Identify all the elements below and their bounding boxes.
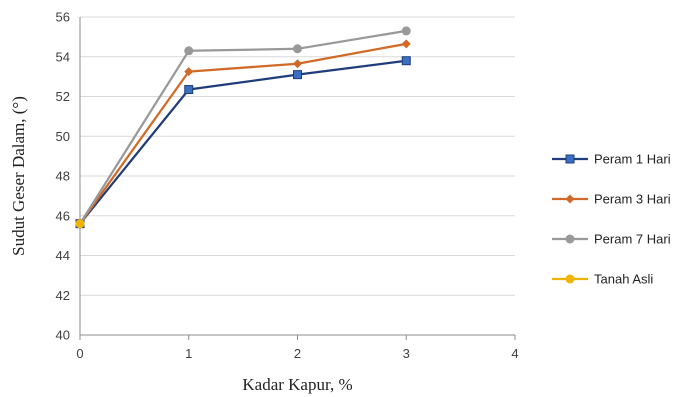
x-tick-label: 4: [511, 346, 518, 361]
x-tick-label: 1: [185, 346, 192, 361]
series-0: [75, 56, 411, 229]
series-line: [79, 29, 407, 225]
legend-label: Peram 7 Hari: [594, 232, 671, 247]
data-point: [401, 26, 411, 36]
axes: [79, 17, 516, 340]
data-point: [293, 59, 302, 69]
series-group: [75, 26, 411, 229]
legend-label: Peram 3 Hari: [594, 192, 671, 207]
y-tick-label: 56: [56, 10, 70, 25]
legend: Peram 1 Hari Peram 3 Hari Peram 7 Hari Tana…: [552, 152, 671, 287]
data-point: [75, 219, 85, 229]
data-point: [184, 46, 194, 56]
data-point: [184, 85, 194, 95]
y-tick-label: 42: [56, 288, 70, 303]
legend-item: Peram 7 Hari: [552, 232, 671, 247]
x-tick-label: 2: [294, 346, 301, 361]
data-point: [401, 56, 411, 66]
legend-marker: [565, 154, 575, 164]
y-tick-label: 54: [56, 49, 70, 64]
x-axis-ticks: 0 1 2 3 4: [76, 346, 518, 361]
data-point: [293, 44, 302, 54]
legend-marker: [565, 234, 575, 244]
y-tick-label: 40: [56, 328, 70, 343]
series-line: [79, 42, 407, 225]
x-axis-title: Kadar Kapur, %: [242, 375, 352, 394]
legend-label: Tanah Asli: [594, 272, 653, 287]
data-point: [401, 39, 411, 49]
legend-marker: [565, 194, 575, 204]
y-tick-label: 50: [56, 129, 70, 144]
legend-item: Peram 1 Hari: [552, 152, 671, 167]
y-axis-title: Sudut Geser Dalam, (°): [9, 96, 28, 256]
y-axis-ticks: 40 42 44 46 48 50 52 54 56: [56, 10, 70, 343]
data-point: [293, 70, 302, 80]
x-tick-label: 0: [76, 346, 83, 361]
gridlines: [80, 16, 515, 296]
y-tick-label: 52: [56, 89, 70, 104]
legend-item: Peram 3 Hari: [552, 192, 671, 207]
y-tick-label: 46: [56, 208, 70, 223]
series-line: [79, 59, 407, 225]
x-tick-label: 3: [403, 346, 410, 361]
legend-marker: [565, 274, 575, 284]
data-point: [184, 67, 194, 77]
y-tick-label: 48: [56, 169, 70, 184]
legend-item: Tanah Asli: [552, 272, 653, 287]
series-3: [75, 219, 85, 229]
legend-label: Peram 1 Hari: [594, 152, 671, 167]
y-tick-label: 44: [56, 248, 70, 263]
